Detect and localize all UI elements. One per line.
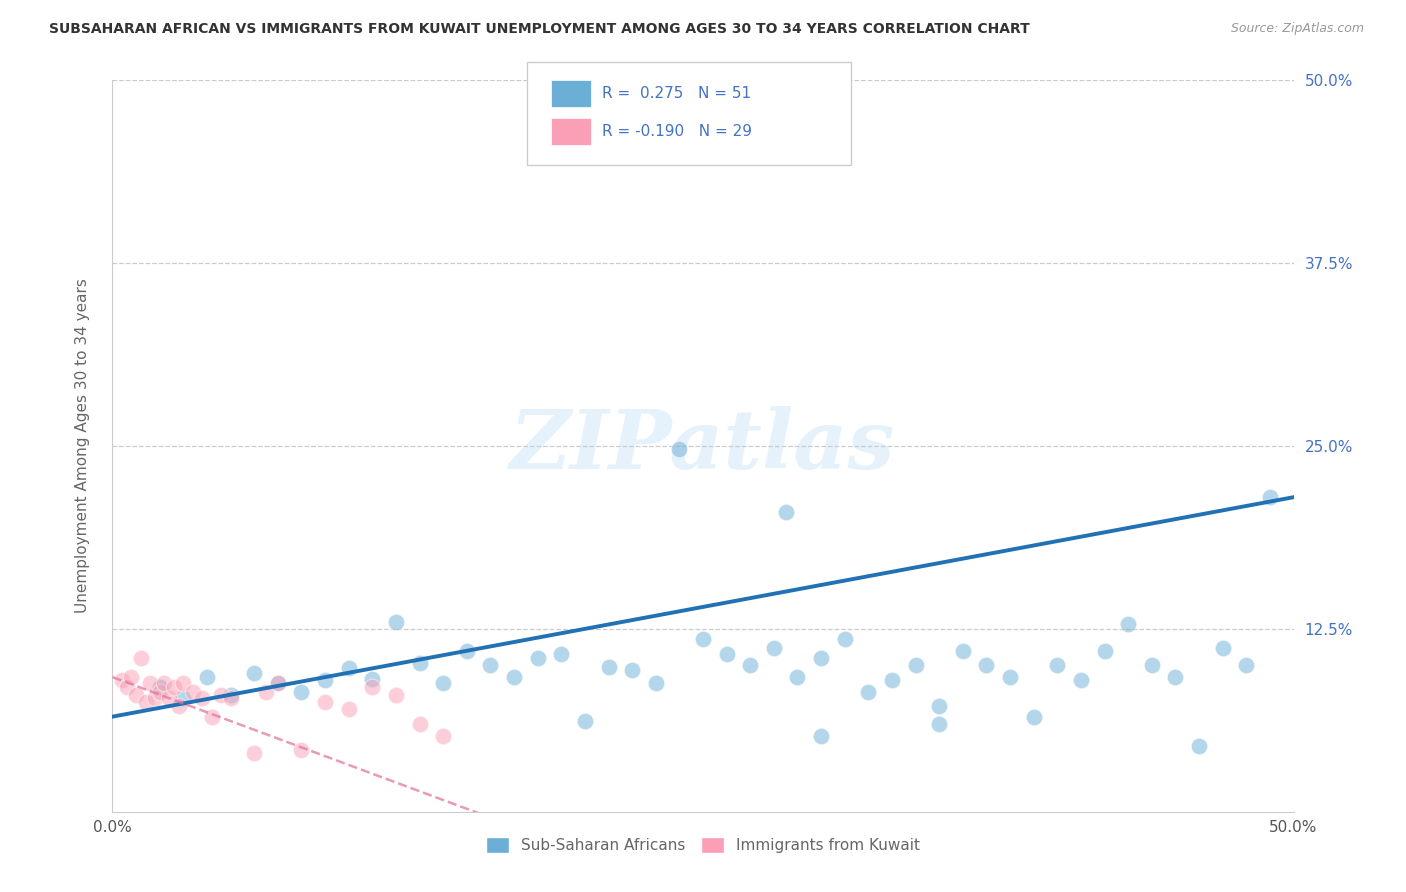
- Point: [1022, 709, 1045, 723]
- Point: [267, 676, 290, 690]
- Point: [503, 670, 526, 684]
- Point: [456, 644, 478, 658]
- Text: SUBSAHARAN AFRICAN VS IMMIGRANTS FROM KUWAIT UNEMPLOYMENT AMONG AGES 30 TO 34 YE: SUBSAHARAN AFRICAN VS IMMIGRANTS FROM KU…: [49, 22, 1031, 37]
- Point: [786, 670, 808, 684]
- Legend: Sub-Saharan Africans, Immigrants from Kuwait: Sub-Saharan Africans, Immigrants from Ku…: [479, 830, 927, 859]
- Point: [129, 651, 152, 665]
- Point: [976, 658, 998, 673]
- Point: [157, 690, 180, 705]
- Point: [904, 658, 927, 673]
- Point: [290, 743, 312, 757]
- Point: [834, 632, 856, 646]
- Point: [385, 615, 408, 629]
- Point: [337, 702, 360, 716]
- Point: [762, 640, 785, 655]
- Point: [432, 676, 454, 690]
- Point: [361, 681, 384, 695]
- Point: [167, 699, 190, 714]
- Point: [139, 676, 162, 690]
- Point: [880, 673, 903, 687]
- Point: [172, 676, 194, 690]
- Point: [314, 673, 336, 687]
- Point: [408, 717, 430, 731]
- Point: [952, 644, 974, 658]
- Point: [125, 688, 148, 702]
- Point: [668, 442, 690, 456]
- Text: R =  0.275   N = 51: R = 0.275 N = 51: [602, 87, 751, 101]
- Point: [479, 658, 502, 673]
- Point: [998, 670, 1021, 684]
- Point: [149, 681, 172, 695]
- Point: [219, 690, 242, 705]
- Point: [526, 651, 548, 665]
- Point: [1234, 658, 1257, 673]
- Point: [115, 681, 138, 695]
- Point: [153, 676, 176, 690]
- Point: [716, 647, 738, 661]
- Point: [219, 688, 242, 702]
- Point: [181, 685, 204, 699]
- Point: [120, 670, 142, 684]
- Point: [135, 695, 157, 709]
- Point: [267, 676, 290, 690]
- Point: [149, 685, 172, 699]
- Point: [928, 699, 950, 714]
- Text: R = -0.190   N = 29: R = -0.190 N = 29: [602, 124, 752, 138]
- Point: [1116, 617, 1139, 632]
- Point: [1070, 673, 1092, 687]
- Point: [810, 729, 832, 743]
- Text: Source: ZipAtlas.com: Source: ZipAtlas.com: [1230, 22, 1364, 36]
- Point: [143, 690, 166, 705]
- Y-axis label: Unemployment Among Ages 30 to 34 years: Unemployment Among Ages 30 to 34 years: [76, 278, 90, 614]
- Point: [361, 672, 384, 686]
- Point: [385, 688, 408, 702]
- Point: [243, 746, 266, 760]
- Point: [408, 656, 430, 670]
- Point: [598, 660, 620, 674]
- Point: [314, 695, 336, 709]
- Point: [574, 714, 596, 728]
- Point: [1188, 739, 1211, 753]
- Point: [1164, 670, 1187, 684]
- Point: [337, 661, 360, 675]
- Point: [172, 690, 194, 705]
- Text: ZIPatlas: ZIPatlas: [510, 406, 896, 486]
- Point: [191, 690, 214, 705]
- Point: [621, 663, 644, 677]
- Point: [201, 709, 224, 723]
- Point: [692, 632, 714, 646]
- Point: [290, 685, 312, 699]
- Point: [1258, 490, 1281, 504]
- Point: [810, 651, 832, 665]
- Point: [1094, 644, 1116, 658]
- Point: [550, 647, 572, 661]
- Point: [163, 681, 186, 695]
- Point: [111, 673, 134, 687]
- Point: [254, 685, 277, 699]
- Point: [432, 729, 454, 743]
- Point: [1140, 658, 1163, 673]
- Point: [740, 658, 762, 673]
- Point: [209, 688, 232, 702]
- Point: [195, 670, 218, 684]
- Point: [775, 505, 797, 519]
- Point: [1046, 658, 1069, 673]
- Point: [928, 717, 950, 731]
- Point: [1212, 640, 1234, 655]
- Point: [243, 665, 266, 680]
- Point: [858, 685, 880, 699]
- Point: [644, 676, 666, 690]
